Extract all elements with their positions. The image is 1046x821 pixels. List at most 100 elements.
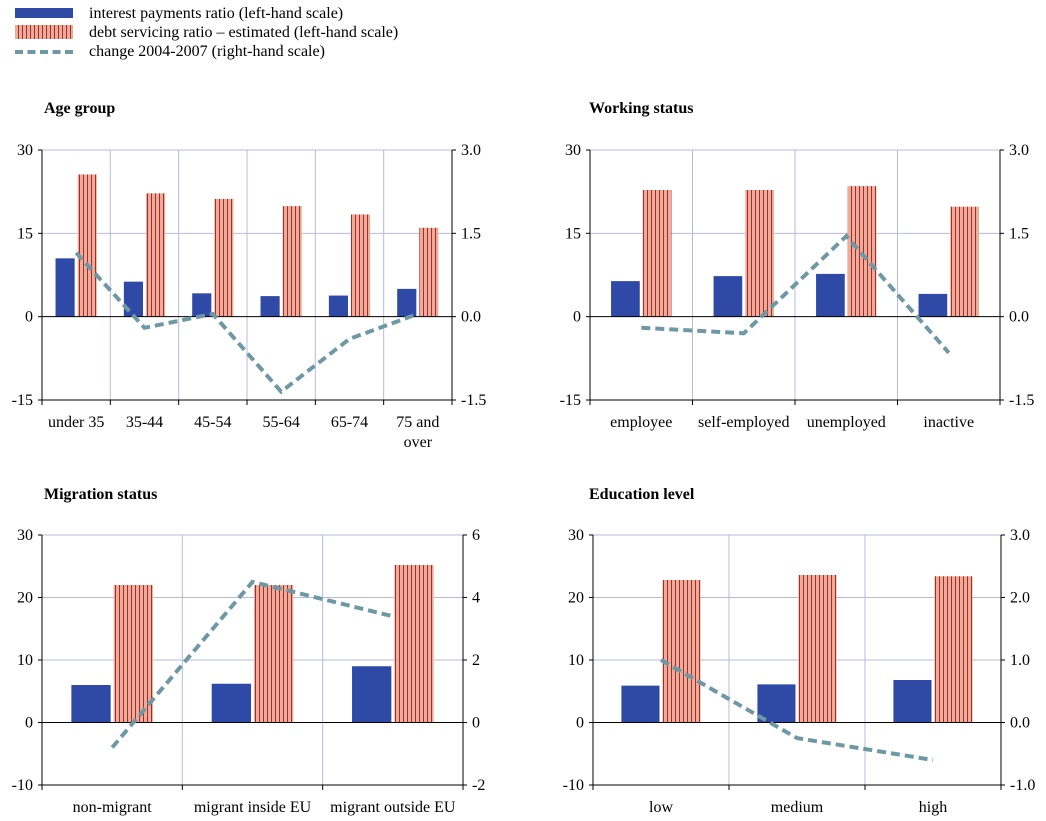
debt-bar <box>745 190 774 317</box>
right-tick-label: 1.5 <box>1009 225 1029 242</box>
panel-title-age: Age group <box>44 100 116 117</box>
left-tick-label: -15 <box>12 392 33 409</box>
left-tick-label: -10 <box>563 777 584 794</box>
left-tick-label: 20 <box>568 590 584 607</box>
debt-bar <box>642 190 672 317</box>
change-line <box>660 658 934 762</box>
right-tick-label: 6 <box>472 527 480 544</box>
interest-bar <box>757 684 796 723</box>
category-label: migrant inside EU <box>194 799 312 816</box>
category-label: unemployed <box>807 414 886 431</box>
right-tick-label: 0.0 <box>1010 715 1030 732</box>
category-label: inactive <box>923 414 974 431</box>
left-tick-label: 30 <box>568 527 584 544</box>
category-label: 35-44 <box>126 414 163 431</box>
debt-bar <box>113 585 153 723</box>
left-tick-label: -10 <box>12 777 33 794</box>
legend-label-interest: interest payments ratio (left-hand scale… <box>89 5 344 22</box>
category-label: self-employed <box>698 414 790 431</box>
debt-bar <box>282 206 302 317</box>
category-label: 45-54 <box>194 414 231 431</box>
category-label: medium <box>771 799 824 816</box>
change-line <box>641 233 951 355</box>
category-label: over <box>404 434 433 451</box>
right-tick-label: -1.5 <box>1009 392 1034 409</box>
interest-bar <box>55 258 75 317</box>
legend-label-debt: debt servicing ratio – estimated (left-h… <box>89 24 399 41</box>
debt-bar <box>798 575 837 723</box>
interest-bar <box>352 666 392 723</box>
left-tick-label: 0 <box>25 715 33 732</box>
interest-bar <box>713 276 743 317</box>
left-tick-label: -15 <box>560 392 581 409</box>
right-tick-label: 0 <box>472 715 480 732</box>
interest-bar <box>260 296 280 317</box>
category-label: employee <box>610 414 672 431</box>
left-tick-label: 10 <box>568 652 584 669</box>
interest-bar <box>192 293 212 317</box>
left-tick-label: 0 <box>576 715 584 732</box>
right-tick-label: -2 <box>472 777 485 794</box>
legend-label-change: change 2004-2007 (right-hand scale) <box>89 43 325 60</box>
debt-bar <box>254 585 294 723</box>
right-tick-label: 0.0 <box>1009 309 1029 326</box>
change-line <box>74 251 419 395</box>
left-tick-label: 30 <box>17 527 33 544</box>
debt-bar <box>77 174 97 317</box>
left-tick-label: 15 <box>565 225 581 242</box>
debt-bar <box>214 198 234 317</box>
debt-bar <box>662 580 701 723</box>
interest-bar <box>328 295 348 317</box>
interest-bar <box>893 680 932 723</box>
right-tick-label: 2 <box>472 652 480 669</box>
debt-bar <box>146 193 166 317</box>
debt-bar <box>847 186 877 317</box>
interest-bar <box>621 685 660 723</box>
category-label: 65-74 <box>331 414 368 431</box>
interest-bar <box>611 281 640 317</box>
interest-bar <box>71 685 111 723</box>
debt-bar <box>419 227 439 317</box>
interest-bar <box>816 273 845 317</box>
right-tick-label: -1.0 <box>1010 777 1035 794</box>
category-label: low <box>649 799 673 816</box>
right-tick-label: 4 <box>472 590 480 607</box>
category-label: under 35 <box>48 414 104 431</box>
panel-title-working: Working status <box>589 100 694 117</box>
right-tick-label: 1.0 <box>1010 652 1030 669</box>
debt-bar <box>950 206 979 317</box>
left-tick-label: 0 <box>25 309 33 326</box>
left-tick-label: 30 <box>17 142 33 159</box>
left-tick-label: 0 <box>573 309 581 326</box>
debt-swatch <box>15 25 73 39</box>
category-label: migrant outside EU <box>330 799 456 816</box>
debt-bar <box>394 565 434 723</box>
right-tick-label: -1.5 <box>461 392 486 409</box>
right-tick-label: 1.5 <box>461 225 481 242</box>
right-tick-label: 3.0 <box>1010 527 1030 544</box>
right-tick-label: 0.0 <box>461 309 481 326</box>
panel-title-migration: Migration status <box>44 486 158 503</box>
right-tick-label: 2.0 <box>1010 590 1030 607</box>
left-tick-label: 20 <box>17 590 33 607</box>
interest-swatch <box>15 8 73 18</box>
panel-title-education: Education level <box>589 486 695 503</box>
category-label: 55-64 <box>263 414 300 431</box>
left-tick-label: 30 <box>565 142 581 159</box>
left-tick-label: 15 <box>17 225 33 242</box>
category-label: non-migrant <box>73 799 153 816</box>
debt-bar <box>351 214 371 317</box>
right-tick-label: 3.0 <box>1009 142 1029 159</box>
change-line <box>110 579 394 749</box>
debt-bar <box>934 576 973 723</box>
interest-bar <box>397 288 417 317</box>
interest-bar <box>211 683 251 723</box>
interest-bar <box>123 281 143 317</box>
interest-bar <box>918 293 948 317</box>
right-tick-label: 3.0 <box>461 142 481 159</box>
category-label: 75 and <box>396 414 439 431</box>
category-label: high <box>919 799 947 816</box>
change-swatch <box>15 50 73 54</box>
left-tick-label: 10 <box>17 652 33 669</box>
